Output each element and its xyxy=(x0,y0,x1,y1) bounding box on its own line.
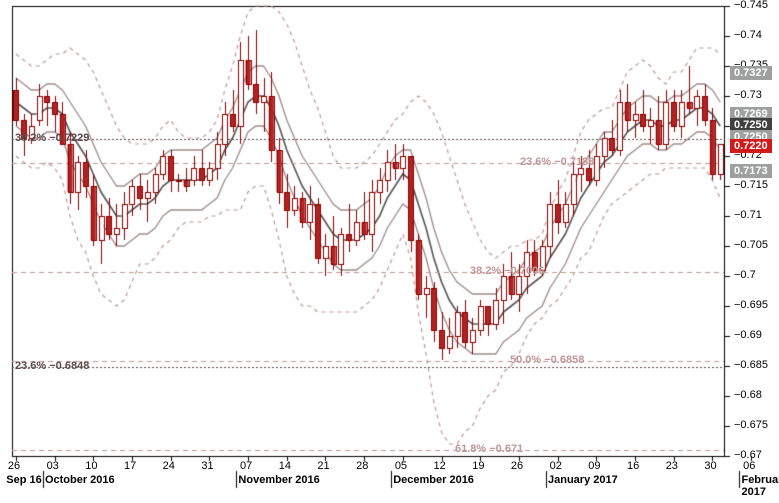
y-tick-label: −0.73 xyxy=(734,89,762,101)
x-day-label: 14 xyxy=(279,460,291,472)
candlestick-chart xyxy=(0,0,779,503)
x-day-label: 26 xyxy=(8,460,20,472)
x-day-label: 19 xyxy=(472,460,484,472)
x-day-label: 03 xyxy=(47,460,59,472)
price-tag: 0.7220 xyxy=(730,139,772,153)
y-tick-label: −0.675 xyxy=(734,419,768,431)
x-day-label: 10 xyxy=(85,460,97,472)
x-month-label: Sep 16 xyxy=(6,474,41,486)
x-day-label: 23 xyxy=(666,460,678,472)
y-tick-label: −0.685 xyxy=(734,359,768,371)
x-month-label: February 2017 xyxy=(741,474,779,498)
x-day-label: 06 xyxy=(743,460,755,472)
y-tick-label: −0.68 xyxy=(734,389,762,401)
fib-label: 23.6% −0.7188 xyxy=(520,156,594,168)
price-tag: 0.7327 xyxy=(730,66,772,80)
y-tick-label: −0.695 xyxy=(734,299,768,311)
fib-label: 38.2% −0.7006 xyxy=(470,265,544,277)
y-tick-label: −0.71 xyxy=(734,209,762,221)
x-day-label: 30 xyxy=(704,460,716,472)
x-day-label: 26 xyxy=(511,460,523,472)
x-month-label: December 2016 xyxy=(393,474,474,486)
y-tick-label: −0.715 xyxy=(734,179,768,191)
x-day-label: 17 xyxy=(124,460,136,472)
x-day-label: 28 xyxy=(356,460,368,472)
x-month-label: November 2016 xyxy=(238,474,319,486)
price-tag: 0.7173 xyxy=(730,164,772,178)
x-month-label: October 2016 xyxy=(45,474,115,486)
fib-label: 23.6% −0.6848 xyxy=(15,360,89,372)
x-day-label: 21 xyxy=(317,460,329,472)
x-month-label: January 2017 xyxy=(548,474,618,486)
y-tick-label: −0.74 xyxy=(734,29,762,41)
y-tick-label: −0.7 xyxy=(734,269,756,281)
fib-label: 61.8% −0.671 xyxy=(455,443,523,455)
fib-label: 50.0% −0.6858 xyxy=(510,354,584,366)
y-tick-label: −0.705 xyxy=(734,239,768,251)
x-day-label: 07 xyxy=(240,460,252,472)
x-day-label: 16 xyxy=(627,460,639,472)
fib-label: 38.2% −0.7229 xyxy=(15,132,89,144)
x-day-label: 09 xyxy=(588,460,600,472)
y-tick-label: −0.69 xyxy=(734,329,762,341)
x-day-label: 05 xyxy=(395,460,407,472)
x-day-label: 24 xyxy=(163,460,175,472)
x-day-label: 12 xyxy=(434,460,446,472)
x-day-label: 31 xyxy=(201,460,213,472)
y-tick-label: −0.745 xyxy=(734,0,768,11)
x-day-label: 02 xyxy=(550,460,562,472)
